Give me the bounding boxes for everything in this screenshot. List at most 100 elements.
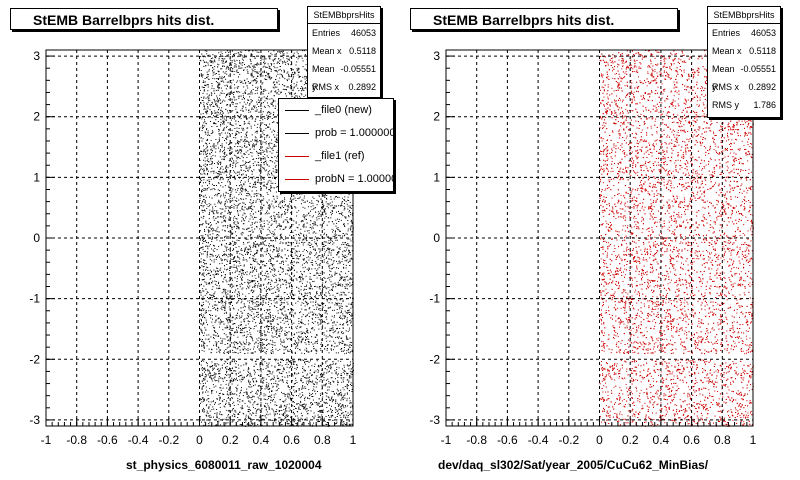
data-point: [237, 288, 239, 290]
data-point: [241, 127, 243, 129]
data-point: [284, 70, 285, 72]
data-point: [263, 198, 265, 200]
data-point: [255, 325, 257, 327]
data-point: [257, 408, 259, 410]
data-point: [266, 276, 268, 278]
data-point: [273, 81, 275, 83]
data-point: [199, 323, 201, 325]
data-point: [205, 182, 207, 184]
data-point: [343, 381, 344, 383]
data-point: [275, 390, 277, 392]
data-point: [262, 82, 264, 84]
data-point: [224, 200, 226, 202]
data-point: [254, 136, 256, 138]
data-point: [201, 388, 203, 390]
data-point: [206, 321, 207, 323]
data-point: [341, 398, 343, 400]
data-point: [201, 185, 203, 187]
data-point: [236, 275, 238, 277]
data-point: [248, 367, 249, 369]
data-point: [231, 205, 233, 207]
data-point: [230, 258, 232, 260]
data-point: [243, 228, 245, 230]
data-point: [201, 344, 203, 346]
data-point: [310, 244, 312, 246]
data-point: [326, 313, 328, 315]
data-point: [279, 369, 281, 371]
data-point: [316, 225, 318, 227]
data-point: [316, 306, 318, 308]
data-point: [213, 344, 215, 346]
data-point: [216, 211, 217, 213]
data-point: [254, 282, 256, 284]
data-point: [203, 314, 205, 316]
data-point: [264, 185, 266, 187]
data-point: [200, 261, 202, 263]
data-point: [341, 244, 343, 246]
data-point: [215, 380, 217, 382]
data-point: [240, 95, 242, 97]
data-point: [334, 205, 336, 207]
data-point: [233, 53, 235, 55]
data-point: [305, 275, 307, 277]
data-point: [256, 190, 258, 192]
data-point: [255, 86, 257, 88]
data-point: [212, 237, 214, 239]
data-point: [207, 132, 209, 134]
data-point: [250, 74, 252, 76]
data-point: [290, 84, 292, 86]
data-point: [211, 270, 213, 272]
data-point: [272, 240, 274, 241]
data-point: [210, 158, 212, 159]
data-point: [200, 216, 202, 218]
data-point: [204, 317, 206, 319]
data-point: [200, 179, 201, 181]
data-point: [224, 215, 226, 217]
data-point: [259, 236, 261, 238]
data-point: [212, 233, 214, 235]
data-point: [235, 134, 237, 136]
data-point: [205, 376, 207, 378]
data-point: [295, 326, 297, 328]
data-point: [210, 159, 212, 161]
data-point: [314, 321, 316, 323]
data-point: [333, 322, 335, 324]
data-point: [299, 191, 301, 193]
data-point: [278, 255, 280, 257]
data-point: [219, 406, 221, 408]
data-point: [228, 219, 230, 221]
data-point: [343, 347, 345, 348]
data-point: [346, 313, 348, 315]
data-point: [235, 246, 237, 248]
data-point: [213, 377, 215, 379]
data-point: [229, 390, 231, 391]
data-point: [226, 366, 228, 368]
data-point: [313, 238, 315, 240]
data-point: [339, 274, 341, 276]
data-point: [290, 68, 292, 70]
data-point: [264, 78, 266, 80]
data-point: [237, 71, 239, 73]
data-point: [292, 401, 294, 402]
data-point: [209, 376, 211, 378]
data-point: [234, 242, 236, 243]
data-point: [341, 421, 343, 423]
data-point: [325, 416, 327, 417]
data-point: [232, 164, 234, 166]
data-point: [289, 269, 291, 271]
data-point: [207, 135, 209, 136]
data-point: [238, 62, 240, 64]
data-point: [223, 193, 224, 195]
data-point: [235, 64, 237, 66]
data-point: [232, 103, 234, 105]
data-point: [259, 152, 261, 154]
data-point: [203, 308, 205, 310]
data-point: [245, 306, 246, 308]
data-point: [312, 205, 314, 207]
data-point: [251, 397, 253, 398]
data-point: [209, 404, 211, 406]
data-point: [294, 73, 296, 75]
data-point: [330, 211, 332, 213]
data-point: [324, 217, 326, 219]
data-point: [264, 272, 266, 274]
